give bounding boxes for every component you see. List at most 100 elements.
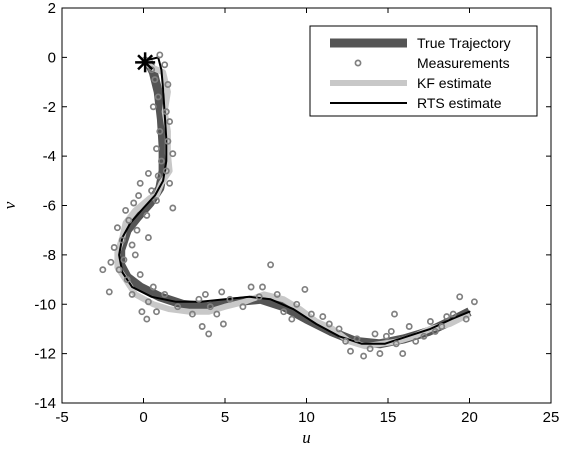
measurement-point bbox=[391, 310, 398, 318]
start-marker bbox=[135, 52, 156, 73]
measurement-point bbox=[125, 216, 133, 224]
legend-label: True Trajectory bbox=[417, 35, 511, 51]
measurement-point bbox=[107, 258, 115, 266]
measurement-point bbox=[195, 295, 203, 303]
measurement-point bbox=[144, 298, 152, 306]
y-tick-label: -10 bbox=[34, 296, 56, 313]
rts-estimate-line bbox=[118, 56, 471, 345]
measurement-point bbox=[247, 283, 255, 291]
measurement-point bbox=[376, 350, 384, 358]
measurement-point bbox=[360, 352, 368, 360]
y-axis-ticks: 2 0 -2 -4 -6 -8 -10 -12 -14 bbox=[34, 0, 551, 412]
measurement-point bbox=[347, 347, 354, 355]
x-tick-label: 15 bbox=[380, 409, 397, 426]
measurement-point bbox=[174, 303, 182, 311]
x-tick-label: 0 bbox=[139, 409, 147, 426]
measurement-point bbox=[267, 261, 275, 269]
measurement-point bbox=[113, 224, 121, 232]
measurement-point bbox=[157, 157, 165, 165]
legend-item-kf-estimate: KF estimate bbox=[330, 75, 492, 91]
measurement-point bbox=[307, 310, 315, 318]
measurement-point bbox=[153, 145, 160, 153]
legend-items: True Trajectory Measurements KF estimate RT… bbox=[330, 35, 511, 111]
measurement-point bbox=[136, 179, 144, 187]
y-tick-label: -14 bbox=[34, 395, 56, 412]
measurement-point bbox=[148, 187, 156, 195]
measurement-point bbox=[412, 337, 420, 345]
measurement-point bbox=[120, 256, 128, 264]
measurement-point bbox=[143, 211, 151, 219]
measurement-point bbox=[342, 337, 350, 345]
series-layer bbox=[99, 51, 478, 360]
measurement-point bbox=[443, 313, 451, 321]
measurement-point bbox=[135, 192, 143, 200]
measurement-point bbox=[162, 167, 170, 175]
measurement-point bbox=[426, 318, 434, 325]
measurement-point bbox=[431, 327, 439, 335]
measurement-point bbox=[138, 308, 146, 316]
measurement-point bbox=[218, 288, 226, 296]
measurement-point bbox=[288, 315, 296, 323]
y-tick-label: -12 bbox=[34, 346, 56, 363]
legend-label: KF estimate bbox=[417, 75, 492, 91]
x-axis-ticks: -5 0 5 10 15 20 25 bbox=[55, 8, 559, 426]
measurement-point bbox=[456, 293, 464, 301]
y-tick-label: -8 bbox=[43, 247, 56, 264]
x-tick-label: 5 bbox=[221, 409, 229, 426]
measurement-point bbox=[353, 335, 361, 343]
start-marker-stroke bbox=[137, 54, 154, 71]
measurement-point bbox=[319, 313, 327, 321]
measurement-point bbox=[371, 330, 379, 338]
measurement-point bbox=[118, 236, 126, 244]
measurement-point bbox=[462, 315, 470, 323]
measurement-point bbox=[149, 283, 157, 291]
measurement-point bbox=[156, 127, 164, 135]
measurement-point bbox=[201, 290, 209, 298]
measurement-point bbox=[149, 103, 157, 111]
measurement-point bbox=[156, 51, 164, 59]
measurement-point bbox=[239, 303, 247, 311]
measurement-point bbox=[470, 298, 478, 306]
measurement-point bbox=[128, 241, 136, 249]
y-tick-label: -6 bbox=[43, 198, 56, 215]
legend-label: RTS estimate bbox=[417, 95, 502, 111]
measurement-point bbox=[387, 327, 395, 335]
x-axis-label: u bbox=[302, 428, 311, 447]
x-tick-label: 25 bbox=[543, 409, 560, 426]
y-tick-label: 2 bbox=[48, 0, 56, 17]
measurement-point bbox=[382, 332, 390, 340]
measurement-point bbox=[335, 325, 343, 333]
measurement-point bbox=[273, 290, 281, 298]
measurement-point bbox=[205, 330, 213, 338]
measurement-point bbox=[164, 81, 172, 88]
measurement-point bbox=[198, 323, 206, 330]
x-tick-label: 20 bbox=[461, 409, 478, 426]
measurement-point bbox=[151, 76, 159, 84]
measurement-point bbox=[164, 137, 172, 145]
measurement-point bbox=[325, 320, 333, 328]
measurement-point bbox=[110, 244, 118, 251]
measurement-point bbox=[166, 118, 174, 126]
measurement-point bbox=[213, 310, 221, 318]
measurement-point bbox=[144, 234, 152, 242]
measurement-point bbox=[154, 93, 162, 101]
measurement-point bbox=[122, 206, 130, 214]
legend-label: Measurements bbox=[417, 55, 510, 71]
measurement-point bbox=[136, 271, 144, 279]
measurement-point bbox=[105, 288, 113, 296]
x-tick-label: -5 bbox=[55, 409, 68, 426]
measurement-point bbox=[420, 332, 428, 340]
measurement-point bbox=[130, 199, 138, 207]
measurement-point bbox=[153, 308, 160, 316]
measurement-point bbox=[169, 204, 177, 212]
measurement-point bbox=[166, 179, 174, 187]
legend: True Trajectory Measurements KF estimate RT… bbox=[309, 25, 538, 117]
measurement-point bbox=[405, 323, 413, 330]
measurement-point bbox=[392, 340, 400, 348]
y-tick-label: -4 bbox=[43, 148, 56, 165]
y-tick-label: 0 bbox=[48, 49, 56, 66]
measurement-point bbox=[293, 300, 301, 308]
measurement-point bbox=[259, 283, 266, 291]
measurement-point bbox=[128, 290, 136, 298]
